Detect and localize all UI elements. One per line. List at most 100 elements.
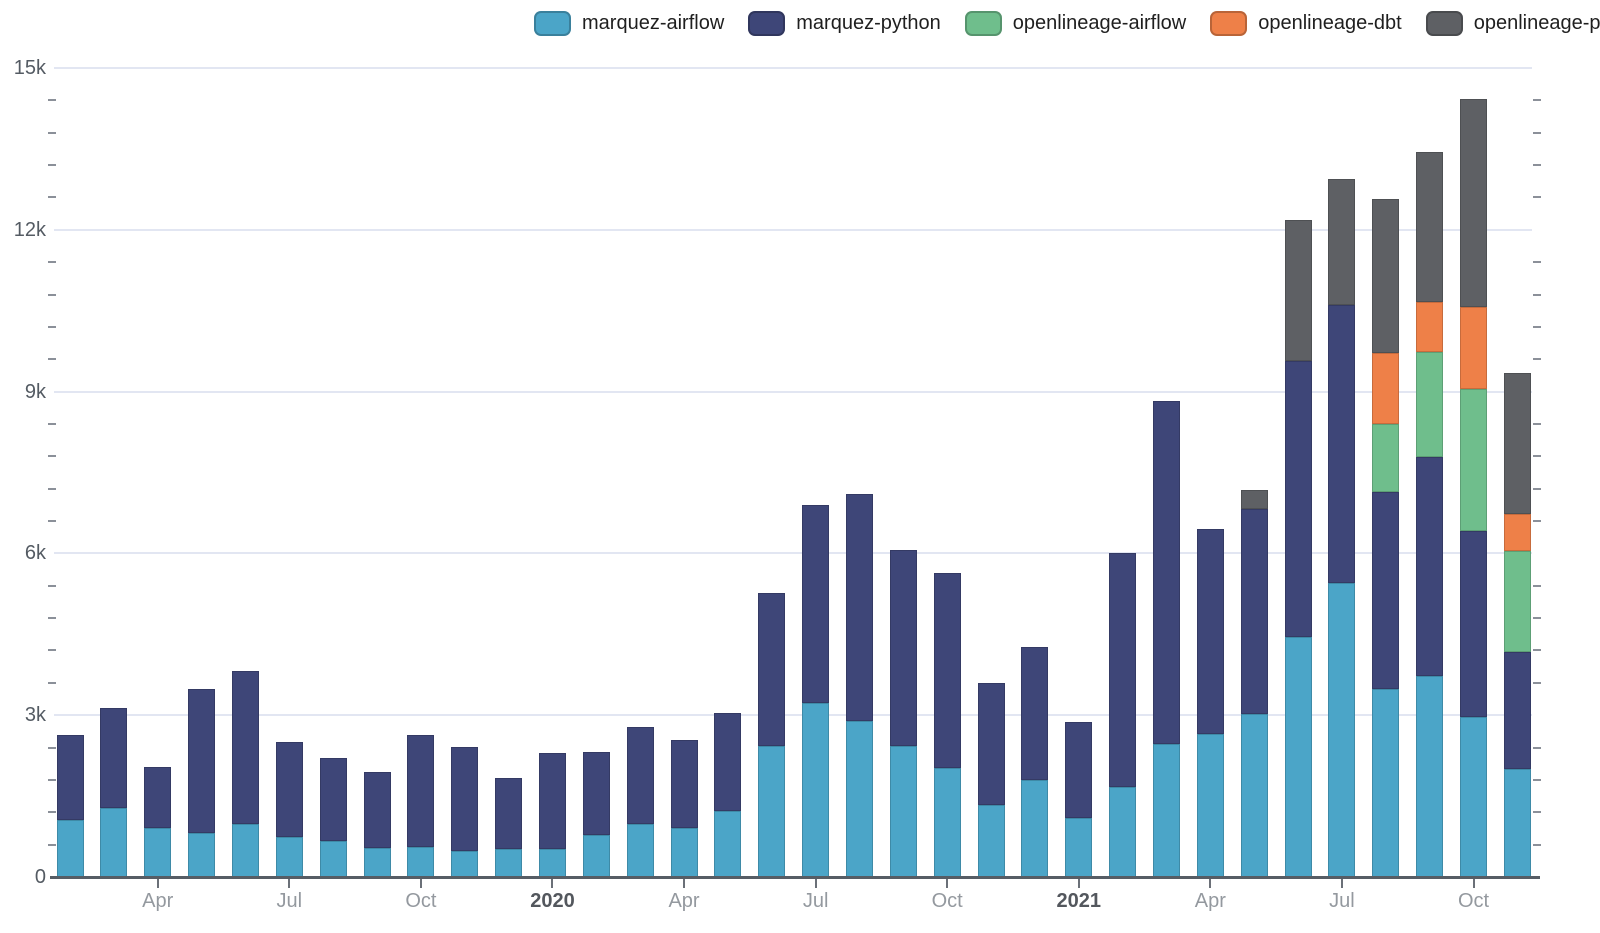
bar-segment-marquez-python[interactable] xyxy=(1241,508,1268,714)
y-axis-label: 6k xyxy=(24,542,46,565)
bar-segment-marquez-python[interactable] xyxy=(714,713,741,811)
legend-item-marquez-airflow[interactable]: marquez-airflow xyxy=(534,11,724,36)
bar-segment-marquez-python[interactable] xyxy=(1460,530,1487,718)
bar-segment-marquez-python[interactable] xyxy=(1153,401,1180,745)
bar-segment-marquez-airflow[interactable] xyxy=(758,746,785,877)
bar-segment-marquez-python[interactable] xyxy=(188,688,215,834)
bar-segment-marquez-python[interactable] xyxy=(583,751,610,835)
bar-segment-openlineage-python[interactable] xyxy=(1372,199,1399,353)
bar-segment-marquez-python[interactable] xyxy=(144,766,171,828)
x-axis-tick xyxy=(946,879,949,888)
bar-segment-marquez-python[interactable] xyxy=(320,758,347,841)
bar-segment-marquez-python[interactable] xyxy=(671,740,698,829)
bar-segment-marquez-airflow[interactable] xyxy=(1328,583,1355,877)
bar-segment-marquez-airflow[interactable] xyxy=(188,833,215,877)
bar-segment-marquez-airflow[interactable] xyxy=(1504,769,1531,877)
bar-segment-marquez-python[interactable] xyxy=(451,747,478,851)
legend-item-openlineage-dbt[interactable]: openlineage-dbt xyxy=(1210,11,1402,36)
bar-segment-marquez-python[interactable] xyxy=(758,593,785,747)
bar-segment-marquez-airflow[interactable] xyxy=(978,804,1005,877)
bar-segment-marquez-airflow[interactable] xyxy=(934,768,961,877)
bar-segment-marquez-airflow[interactable] xyxy=(890,745,917,877)
bar-segment-marquez-airflow[interactable] xyxy=(1109,786,1136,877)
bar-segment-marquez-airflow[interactable] xyxy=(276,836,303,877)
bar-segment-marquez-python[interactable] xyxy=(1416,457,1443,676)
bar-segment-marquez-airflow[interactable] xyxy=(1372,688,1399,877)
bar-segment-marquez-airflow[interactable] xyxy=(1285,636,1312,877)
bar-segment-marquez-python[interactable] xyxy=(276,741,303,837)
bar-segment-marquez-airflow[interactable] xyxy=(802,703,829,877)
bar-segment-marquez-airflow[interactable] xyxy=(364,848,391,877)
bar-segment-openlineage-dbt[interactable] xyxy=(1416,301,1443,353)
bar-segment-marquez-airflow[interactable] xyxy=(1416,675,1443,877)
bar-segment-marquez-python[interactable] xyxy=(364,772,391,849)
bar-segment-marquez-python[interactable] xyxy=(978,682,1005,805)
bar-segment-marquez-airflow[interactable] xyxy=(583,834,610,877)
bar-segment-marquez-python[interactable] xyxy=(1504,651,1531,770)
bar-segment-marquez-airflow[interactable] xyxy=(1241,713,1268,877)
bar-segment-marquez-python[interactable] xyxy=(1285,360,1312,637)
bar-segment-marquez-airflow[interactable] xyxy=(1197,734,1224,877)
x-axis-label: Oct xyxy=(405,890,437,912)
legend-item-openlineage-airflow[interactable]: openlineage-airflow xyxy=(964,11,1187,36)
bar-segment-marquez-airflow[interactable] xyxy=(539,848,566,877)
bar-segment-marquez-python[interactable] xyxy=(539,753,566,849)
y-minor-tick-left xyxy=(48,99,56,102)
x-axis-label: 2021 xyxy=(1056,890,1102,912)
bar-segment-marquez-python[interactable] xyxy=(934,573,961,769)
bar-segment-marquez-airflow[interactable] xyxy=(100,807,127,877)
bar-segment-marquez-python[interactable] xyxy=(846,494,873,721)
bar-segment-marquez-python[interactable] xyxy=(407,734,434,847)
bar-segment-openlineage-airflow[interactable] xyxy=(1460,389,1487,531)
bar-segment-marquez-airflow[interactable] xyxy=(57,820,84,877)
bar-segment-openlineage-python[interactable] xyxy=(1328,178,1355,306)
bar-segment-marquez-airflow[interactable] xyxy=(232,823,259,877)
bar-segment-marquez-python[interactable] xyxy=(232,670,259,824)
bar-segment-openlineage-python[interactable] xyxy=(1416,152,1443,302)
bar-segment-marquez-airflow[interactable] xyxy=(451,850,478,877)
bar-segment-marquez-airflow[interactable] xyxy=(407,846,434,877)
bar-segment-marquez-airflow[interactable] xyxy=(671,828,698,877)
x-axis-tick xyxy=(551,879,554,888)
bar-segment-marquez-airflow[interactable] xyxy=(846,720,873,877)
bar-segment-openlineage-dbt[interactable] xyxy=(1504,514,1531,552)
bar-segment-openlineage-airflow[interactable] xyxy=(1372,423,1399,492)
bar-segment-marquez-airflow[interactable] xyxy=(1460,717,1487,877)
x-axis-label: 2020 xyxy=(530,890,575,912)
bar-segment-marquez-airflow[interactable] xyxy=(1065,817,1092,877)
bar-segment-marquez-airflow[interactable] xyxy=(320,840,347,877)
bar-segment-openlineage-python[interactable] xyxy=(1241,489,1268,509)
bar-segment-marquez-python[interactable] xyxy=(495,777,522,849)
bar-segment-marquez-python[interactable] xyxy=(1109,553,1136,787)
y-minor-tick-right xyxy=(1533,617,1541,620)
bar-segment-openlineage-airflow[interactable] xyxy=(1416,352,1443,458)
bar-segment-openlineage-dbt[interactable] xyxy=(1372,352,1399,424)
bar-segment-marquez-airflow[interactable] xyxy=(1021,780,1048,877)
bar-segment-marquez-airflow[interactable] xyxy=(144,827,171,877)
bar-segment-marquez-airflow[interactable] xyxy=(1153,744,1180,877)
bar-segment-marquez-python[interactable] xyxy=(627,726,654,825)
bar-segment-openlineage-airflow[interactable] xyxy=(1504,551,1531,652)
bar-segment-marquez-python[interactable] xyxy=(1021,646,1048,781)
bar-segment-openlineage-python[interactable] xyxy=(1460,99,1487,308)
bar-segment-openlineage-python[interactable] xyxy=(1504,373,1531,515)
bar-segment-openlineage-python[interactable] xyxy=(1285,220,1312,361)
bar-segment-marquez-python[interactable] xyxy=(57,735,84,821)
bar-segment-marquez-python[interactable] xyxy=(1372,491,1399,689)
legend-item-label: openlineage-airflow xyxy=(1012,12,1187,34)
bar-segment-marquez-python[interactable] xyxy=(802,504,829,704)
bar-segment-marquez-airflow[interactable] xyxy=(714,810,741,877)
bar-segment-marquez-airflow[interactable] xyxy=(495,848,522,877)
y-minor-tick-right xyxy=(1533,422,1541,425)
bar-segment-marquez-python[interactable] xyxy=(1065,722,1092,818)
bar-segment-openlineage-dbt[interactable] xyxy=(1460,307,1487,390)
legend-item-marquez-python[interactable]: marquez-python xyxy=(748,11,941,36)
bar-segment-marquez-python[interactable] xyxy=(1328,305,1355,584)
bar-segment-marquez-airflow[interactable] xyxy=(627,824,654,877)
bar-segment-marquez-python[interactable] xyxy=(1197,528,1224,735)
legend-item-openlineage-python[interactable]: openlineage-python xyxy=(1425,11,1600,36)
bar-segment-marquez-python[interactable] xyxy=(890,549,917,746)
y-minor-tick-left xyxy=(48,811,56,814)
bar-segment-marquez-python[interactable] xyxy=(100,708,127,808)
